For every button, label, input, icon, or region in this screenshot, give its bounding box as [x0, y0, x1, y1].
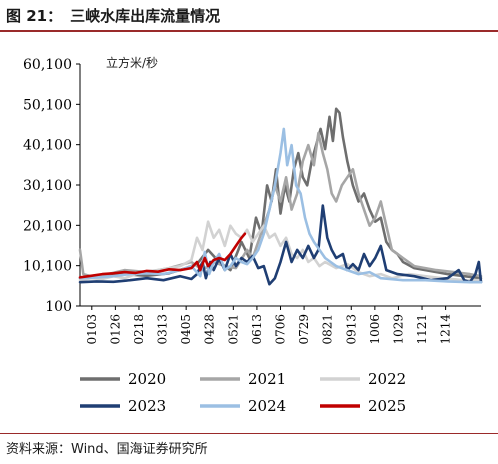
y-tick-label: 60,100	[23, 57, 72, 73]
y-tick-label: 10,100	[23, 259, 72, 275]
x-tick-label: 0218	[132, 314, 146, 345]
legend-label-2022: 2022	[368, 370, 406, 388]
y-tick-label: 40,100	[23, 138, 72, 154]
series-line-2024	[78, 127, 483, 284]
series-line-2025	[78, 232, 247, 279]
y-tick-label: 100	[45, 299, 72, 315]
y-tick-label: 50,100	[23, 97, 72, 113]
series-line-2020	[78, 107, 483, 280]
x-tick-label: 0729	[297, 314, 311, 345]
y-tick-label: 30,100	[23, 178, 72, 194]
x-tick-label: 1121	[415, 314, 429, 345]
legend: 2020 2021 2022 2023 2024 2025	[80, 370, 406, 415]
unit-label: 立方米/秒	[106, 55, 158, 70]
x-tick-label: 0613	[250, 314, 264, 345]
series-line-2022	[78, 220, 483, 282]
legend-label-2024: 2024	[248, 397, 286, 415]
flow-chart: 立方米/秒 60,100 50,100 40,100 30,100 20,100 10,1…	[23, 55, 483, 415]
legend-label-2020: 2020	[128, 370, 166, 388]
source-rule	[0, 433, 498, 434]
legend-label-2021: 2021	[248, 370, 286, 388]
x-tick-label: 1214	[439, 314, 453, 345]
x-tick-label: 0313	[156, 314, 170, 345]
title-rule	[0, 30, 498, 32]
legend-label-2025: 2025	[368, 397, 406, 415]
x-tick-label: 0913	[344, 314, 358, 345]
x-tick-label: 0821	[321, 314, 335, 345]
legend-label-2023: 2023	[128, 397, 166, 415]
x-tick-label: 1006	[368, 314, 382, 345]
x-tick-label: 0103	[85, 314, 99, 345]
x-tick-label: 0126	[108, 314, 122, 345]
source-note: 资料来源：Wind、国海证券研究所	[6, 442, 208, 457]
figure-title-text: 三峡水库出库流量情况	[70, 7, 221, 25]
x-axis-ticks: 0103 0126 0218 0313 0405 0428 0521 0613 0706 0729…	[85, 306, 453, 345]
y-axis-ticks: 60,100 50,100 40,100 30,100 20,100 10,100 100	[23, 57, 80, 315]
x-tick-label: 0405	[179, 314, 193, 345]
series-layer	[78, 107, 483, 286]
x-tick-label: 0521	[226, 314, 240, 345]
x-tick-label: 0428	[203, 314, 217, 345]
x-tick-label: 1029	[391, 314, 405, 345]
figure-number: 图 21：	[6, 7, 63, 25]
y-tick-label: 20,100	[23, 218, 72, 234]
x-tick-label: 0706	[274, 314, 288, 345]
figure-title: 图 21： 三峡水库出库流量情况	[6, 4, 220, 28]
